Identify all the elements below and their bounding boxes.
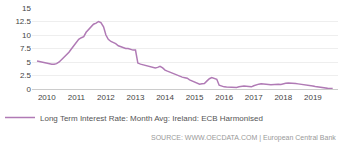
svg-text:2012: 2012 — [97, 93, 115, 102]
svg-text:2017: 2017 — [245, 93, 263, 102]
svg-text:Long Term Interest Rate: Month: Long Term Interest Rate: Month Avg: Irel… — [40, 114, 263, 123]
svg-text:12.5: 12.5 — [15, 17, 31, 26]
svg-text:5: 5 — [27, 58, 32, 67]
svg-text:SOURCE: WWW.OECDATA.COM | Euro: SOURCE: WWW.OECDATA.COM | European Centr… — [151, 134, 336, 142]
svg-text:2014: 2014 — [156, 93, 174, 102]
svg-text:2018: 2018 — [274, 93, 292, 102]
svg-text:2011: 2011 — [68, 93, 86, 102]
svg-text:2015: 2015 — [186, 93, 204, 102]
svg-text:15: 15 — [22, 4, 31, 13]
svg-text:7.5: 7.5 — [20, 44, 32, 53]
svg-text:2013: 2013 — [127, 93, 145, 102]
svg-text:2010: 2010 — [38, 93, 56, 102]
svg-text:2019: 2019 — [304, 93, 322, 102]
svg-text:0: 0 — [27, 85, 32, 94]
svg-text:10: 10 — [22, 31, 31, 40]
svg-text:2016: 2016 — [215, 93, 233, 102]
svg-text:2.5: 2.5 — [20, 71, 32, 80]
